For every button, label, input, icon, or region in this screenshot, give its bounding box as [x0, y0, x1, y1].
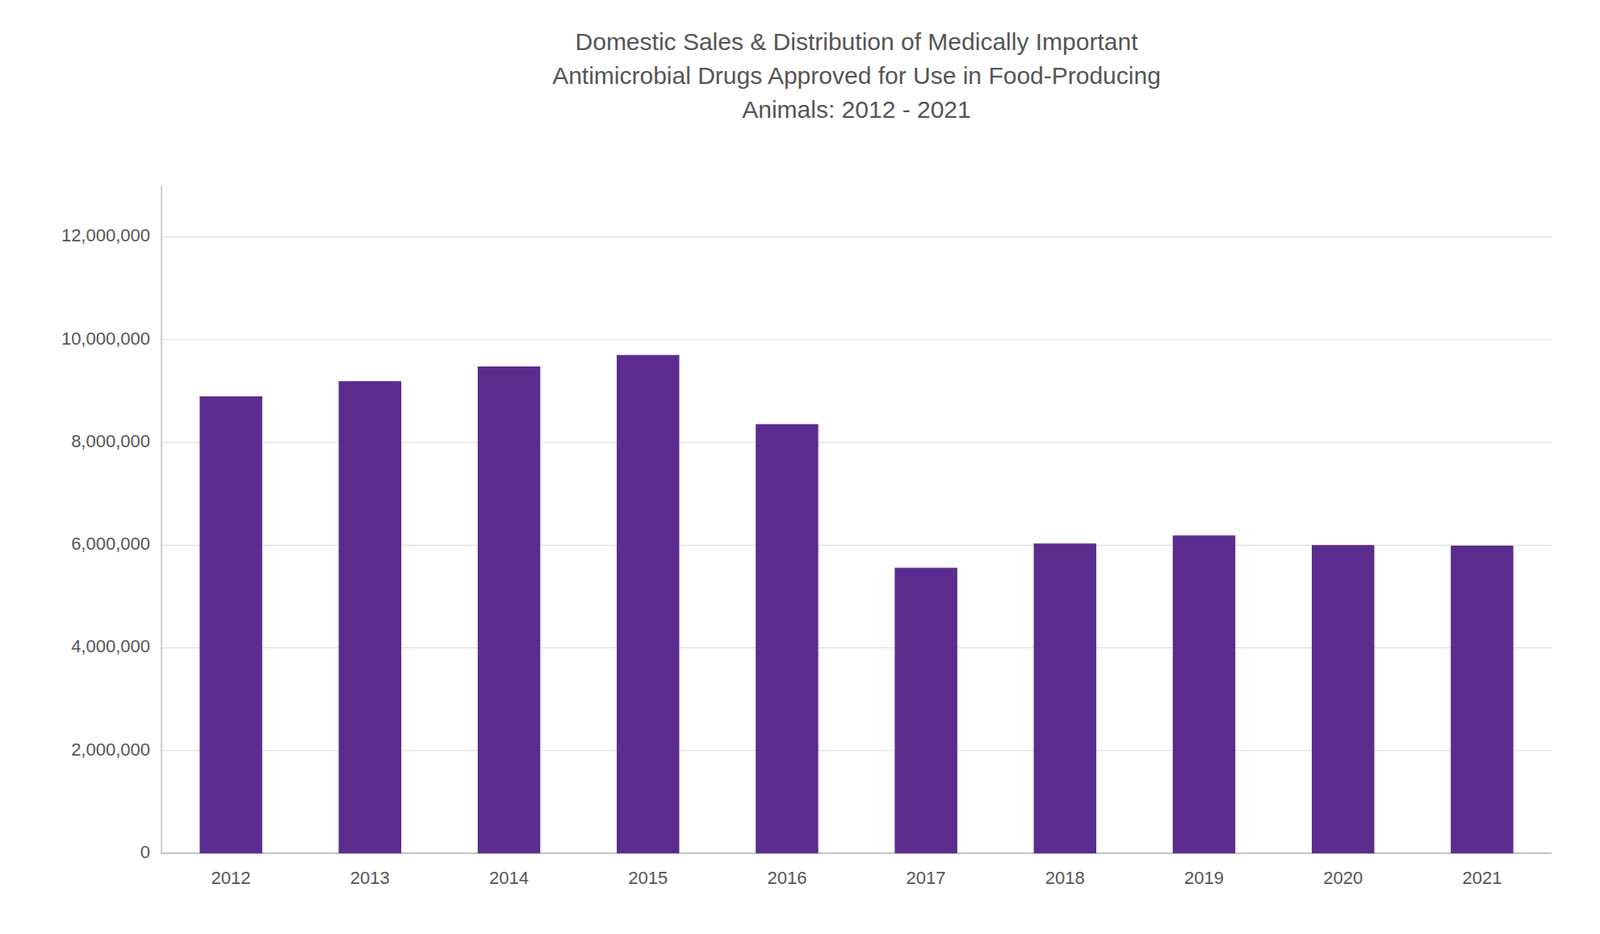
- y-tick-label: 0: [140, 841, 151, 863]
- bars: [199, 355, 1513, 854]
- x-axis: 2012 2013 2014 2015 2016 2017 2018 2019 2020 2021: [211, 867, 1503, 888]
- bar: [199, 396, 262, 854]
- x-tick-label: 2016: [766, 867, 807, 888]
- grid-line: [161, 339, 1552, 340]
- bar: [755, 423, 818, 854]
- y-tick-label: 2,000,000: [71, 739, 151, 760]
- x-tick-label: 2013: [350, 867, 390, 888]
- bar: [894, 567, 957, 854]
- grid-line: [161, 236, 1552, 238]
- y-tick-label: 12,000,000: [61, 225, 151, 246]
- x-tick-label: 2021: [1461, 867, 1502, 888]
- chart-container: 0 2,000,000 4,000,000 6,000,000 8,000,000 10,…: [0, 0, 1600, 934]
- bar: [1450, 545, 1513, 854]
- bar: [339, 381, 402, 854]
- x-tick-label: 2015: [628, 867, 668, 888]
- y-tick-label: 4,000,000: [71, 636, 151, 657]
- title-line: Animals: 2012 - 2021: [741, 96, 972, 123]
- x-tick-label: 2017: [906, 867, 947, 888]
- x-tick-label: 2018: [1045, 867, 1085, 888]
- x-tick-label: 2012: [211, 867, 252, 888]
- y-axis-line: [161, 185, 163, 854]
- bar: [477, 366, 541, 854]
- bar: [1172, 535, 1236, 854]
- title: Domestic Sales & Distribution of Medical…: [552, 28, 1161, 123]
- y-axis: 0 2,000,000 4,000,000 6,000,000 8,000,000 10,…: [61, 225, 151, 862]
- chart-svg: 0 2,000,000 4,000,000 6,000,000 8,000,000 10,…: [0, 0, 1600, 934]
- x-tick-label: 2019: [1184, 867, 1224, 888]
- y-tick-label: 10,000,000: [61, 328, 151, 349]
- x-tick-label: 2014: [489, 867, 529, 888]
- title-line: Antimicrobial Drugs Approved for Use in …: [552, 62, 1161, 89]
- page: {"chart_data": {"type": "bar", "title": …: [0, 0, 1600, 934]
- y-tick-label: 6,000,000: [71, 533, 151, 554]
- x-tick-label: 2020: [1323, 867, 1363, 888]
- bar: [616, 355, 679, 854]
- bar: [1034, 543, 1097, 854]
- y-tick-label: 8,000,000: [71, 431, 151, 452]
- grid: [161, 237, 1552, 854]
- title-line: Domestic Sales & Distribution of Medical…: [575, 28, 1140, 55]
- bar: [1311, 544, 1374, 854]
